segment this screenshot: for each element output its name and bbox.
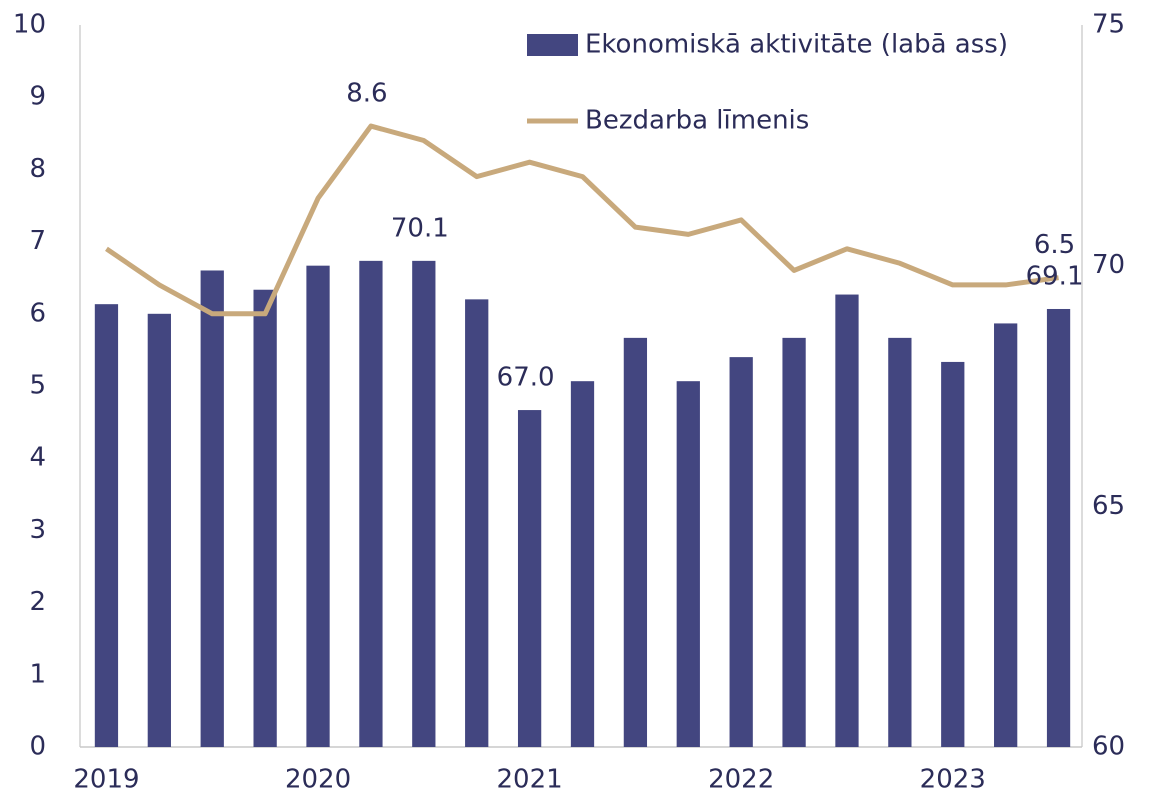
bar: [941, 361, 965, 747]
y-tick-label: 3: [29, 515, 46, 545]
y-tick-label: 0: [29, 732, 46, 762]
data-label: 8.6: [346, 79, 387, 109]
bar: [729, 357, 753, 747]
data-label: 6.5: [1034, 230, 1075, 260]
bar: [94, 304, 119, 747]
bar: [517, 410, 542, 747]
line: [105, 123, 1059, 317]
bar: [147, 313, 171, 747]
legend-swatch: [527, 34, 578, 56]
legend-label: Bezdarba līmenis: [585, 106, 809, 136]
bar: [1046, 308, 1071, 747]
bar: [412, 260, 436, 747]
y2-tick-label: 70: [1092, 250, 1125, 280]
y-tick-label: 4: [29, 443, 46, 473]
y-tick-label: 1: [29, 659, 46, 689]
y-tick-label: 6: [29, 298, 46, 328]
y-tick-label: 5: [29, 371, 46, 401]
data-label: 70.1: [391, 213, 449, 243]
bar: [623, 337, 648, 747]
y-tick-label: 7: [29, 226, 46, 256]
bar: [835, 294, 859, 747]
y-tick-label: 10: [13, 10, 46, 40]
bar: [306, 265, 330, 747]
y-tick-label: 8: [29, 154, 46, 184]
y-tick-label: 2: [29, 587, 46, 617]
bar: [782, 337, 806, 747]
bar: [570, 381, 595, 747]
x-tick-label: 2021: [497, 765, 563, 795]
bar: [253, 289, 277, 747]
y2-tick-label: 65: [1092, 491, 1125, 521]
bar: [994, 323, 1018, 747]
x-tick-label: 2023: [920, 765, 986, 795]
x-tick-label: 2022: [708, 765, 774, 795]
bar: [676, 381, 700, 747]
y2-tick-label: 60: [1092, 732, 1125, 762]
bar: [200, 270, 224, 747]
data-label: 69.1: [1026, 261, 1084, 291]
bar: [359, 260, 383, 747]
x-tick-label: 2020: [285, 765, 351, 795]
bar: [465, 299, 489, 747]
y2-tick-label: 75: [1092, 10, 1125, 40]
x-tick-label: 2019: [73, 765, 139, 795]
bar: [888, 337, 912, 747]
legend-label: Ekonomiskā aktivitāte (labā ass): [585, 30, 1008, 60]
y-tick-label: 9: [29, 82, 46, 112]
data-label: 67.0: [497, 363, 555, 393]
